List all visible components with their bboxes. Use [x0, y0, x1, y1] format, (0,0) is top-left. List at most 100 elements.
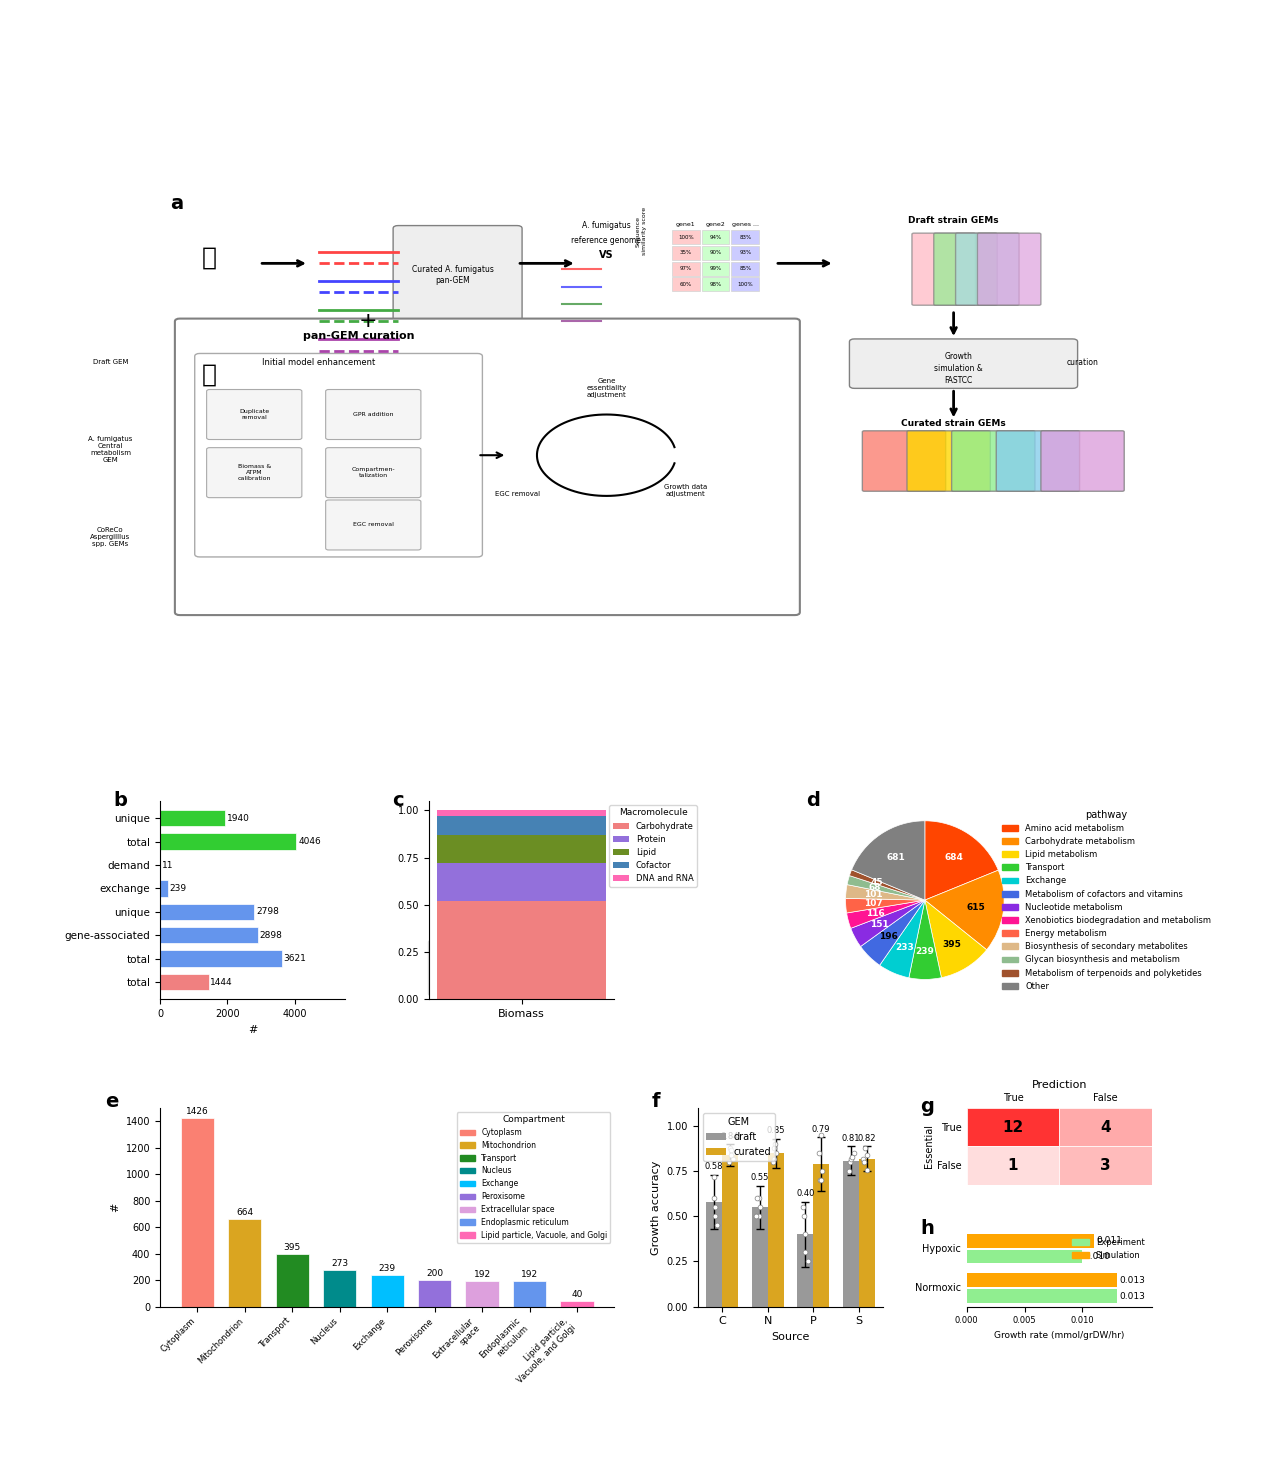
Point — [750, 1195, 771, 1218]
Text: 0.55: 0.55 — [750, 1173, 769, 1182]
Wedge shape — [925, 900, 987, 978]
Title: Prediction: Prediction — [1032, 1080, 1087, 1089]
Legend: Carbohydrate, Protein, Lipid, Cofactor, DNA and RNA: Carbohydrate, Protein, Lipid, Cofactor, … — [609, 804, 698, 887]
X-axis label: #: # — [248, 1025, 257, 1035]
Y-axis label: #: # — [110, 1202, 120, 1213]
Point — [719, 1136, 740, 1160]
Bar — [438, 901, 605, 1000]
Bar — [813, 1164, 829, 1307]
Text: 151: 151 — [870, 920, 888, 929]
Text: e: e — [105, 1092, 119, 1111]
Y-axis label: Growth accuracy: Growth accuracy — [650, 1160, 660, 1255]
Bar — [731, 247, 759, 260]
Point — [810, 1169, 831, 1192]
Bar — [701, 230, 730, 244]
Point — [810, 1169, 831, 1192]
Bar — [751, 1207, 768, 1307]
Text: 2898: 2898 — [260, 931, 283, 940]
Text: 107: 107 — [864, 900, 883, 909]
Text: 615: 615 — [966, 903, 986, 912]
Text: 85%: 85% — [740, 266, 751, 272]
Point — [854, 1151, 874, 1174]
Text: VS: VS — [599, 250, 613, 260]
Text: 239: 239 — [170, 884, 187, 893]
Legend: Cytoplasm, Mitochondrion, Transport, Nucleus, Exchange, Peroxisome, Extracellula: Cytoplasm, Mitochondrion, Transport, Nuc… — [457, 1113, 611, 1242]
Text: EGC removal: EGC removal — [353, 523, 394, 527]
Text: 3: 3 — [1101, 1158, 1111, 1173]
Text: 0.79: 0.79 — [812, 1124, 831, 1133]
Bar — [701, 261, 730, 276]
Point — [764, 1136, 785, 1160]
Text: 🌲: 🌲 — [202, 363, 218, 386]
FancyBboxPatch shape — [951, 430, 1036, 492]
Text: 192: 192 — [521, 1270, 538, 1279]
Point — [704, 1166, 724, 1189]
Bar — [370, 1274, 403, 1307]
Point — [705, 1205, 726, 1229]
Text: 93%: 93% — [740, 251, 751, 255]
Text: 98%: 98% — [709, 282, 722, 286]
Point — [840, 1151, 860, 1174]
Bar — [672, 261, 700, 276]
Bar — [228, 1218, 261, 1307]
Wedge shape — [879, 900, 925, 978]
Bar — [966, 1147, 1060, 1185]
Bar — [797, 1235, 813, 1307]
Point — [797, 1249, 818, 1273]
Text: 2798: 2798 — [256, 907, 279, 916]
Text: 90%: 90% — [709, 251, 722, 255]
Point — [812, 1160, 832, 1183]
Point — [795, 1240, 815, 1264]
Text: 233: 233 — [895, 942, 914, 951]
Bar — [966, 1273, 1117, 1287]
FancyBboxPatch shape — [850, 339, 1078, 389]
Bar — [160, 881, 168, 897]
Text: 60%: 60% — [680, 282, 691, 286]
Wedge shape — [846, 900, 925, 928]
Text: 0.82: 0.82 — [858, 1133, 876, 1142]
Bar — [672, 247, 700, 260]
Text: 0.013: 0.013 — [1120, 1276, 1146, 1284]
Text: A. fumigatus: A. fumigatus — [582, 222, 631, 230]
Bar — [160, 904, 255, 920]
Text: b: b — [114, 791, 128, 810]
Text: g: g — [920, 1097, 934, 1116]
Text: c: c — [392, 791, 403, 810]
Wedge shape — [925, 871, 1004, 950]
Point — [704, 1186, 724, 1210]
Text: 100%: 100% — [737, 282, 753, 286]
FancyBboxPatch shape — [175, 319, 800, 615]
Bar — [1060, 1147, 1152, 1185]
Point — [719, 1151, 740, 1174]
Point — [856, 1158, 877, 1182]
Text: 0.81: 0.81 — [841, 1133, 860, 1142]
FancyBboxPatch shape — [1041, 430, 1124, 492]
FancyBboxPatch shape — [325, 501, 421, 550]
FancyBboxPatch shape — [978, 233, 1041, 305]
Bar — [160, 926, 257, 944]
Bar — [672, 230, 700, 244]
Text: 100%: 100% — [678, 235, 694, 239]
Text: 0.013: 0.013 — [1120, 1292, 1146, 1301]
Wedge shape — [846, 898, 925, 913]
Text: 196: 196 — [879, 932, 899, 941]
Bar — [966, 1108, 1060, 1147]
Text: gene1: gene1 — [676, 222, 695, 226]
Point — [852, 1147, 873, 1170]
Text: Growth: Growth — [945, 352, 973, 361]
Bar — [275, 1254, 308, 1307]
Point — [841, 1147, 861, 1170]
Point — [764, 1133, 785, 1157]
Point — [842, 1145, 863, 1169]
Text: Curated A. fumigatus: Curated A. fumigatus — [412, 264, 494, 273]
Point — [792, 1195, 813, 1218]
Wedge shape — [851, 900, 925, 947]
Text: 45: 45 — [870, 878, 883, 887]
Bar — [466, 1282, 499, 1307]
Text: 1426: 1426 — [186, 1107, 209, 1116]
Text: 0.010: 0.010 — [1084, 1252, 1111, 1261]
Text: 97%: 97% — [680, 266, 691, 272]
Text: h: h — [920, 1218, 934, 1238]
Text: EGC removal: EGC removal — [494, 490, 540, 496]
Text: 395: 395 — [942, 940, 961, 948]
